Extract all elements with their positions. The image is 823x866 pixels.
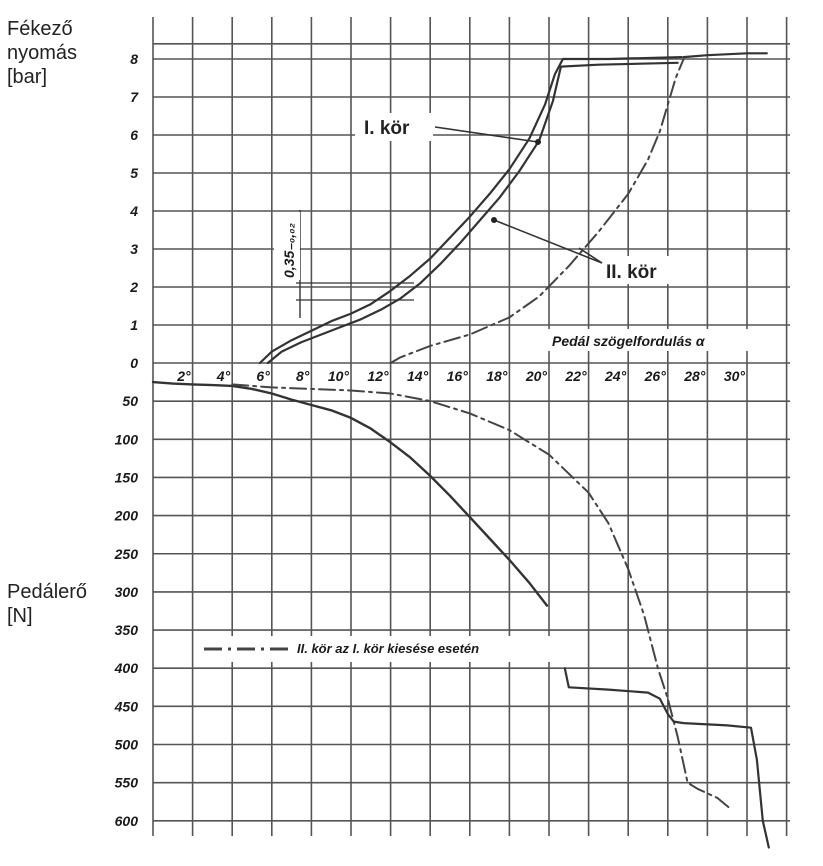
chart-series-line: [682, 52, 768, 59]
label-circuit1: I. kör: [364, 118, 410, 139]
label-circuit2-backdrop: [595, 256, 687, 284]
y-tick-pressure: 5: [130, 165, 138, 181]
label-circuit2: II. kör: [606, 262, 657, 283]
chart-series-line: [258, 55, 683, 365]
tolerance-label-backdrop: [274, 212, 300, 280]
x-tick: 22°: [564, 368, 587, 384]
x-axis-title: Pedál szögelfordulás α: [552, 333, 706, 349]
x-tick: 2°: [176, 368, 191, 384]
chart-series-line: [151, 380, 549, 607]
leader-circuit2-lower: [578, 247, 603, 264]
chart-series-line: [231, 383, 733, 811]
y-tick-force: 600: [115, 813, 139, 829]
chart-annotations: Pedál szögelfordulás α II. kör az I. kör…: [195, 113, 755, 662]
y-axis-title-force-line1: Pedálerő: [7, 581, 88, 603]
y-tick-pressure: 7: [130, 89, 139, 105]
y-tick-pressure: 3: [130, 241, 138, 257]
x-tick: 8°: [296, 368, 310, 384]
x-tick: 16°: [447, 368, 469, 384]
leader-circuit1: [434, 126, 539, 143]
leader-circuit2: [493, 219, 603, 264]
y-tick-force: 300: [115, 584, 139, 600]
x-axis-title-backdrop: [525, 329, 755, 351]
y-tick-force: 500: [115, 737, 139, 753]
legend-label: II. kör az I. kör kiesése esetén: [297, 641, 479, 656]
label-circuit1-backdrop: [355, 113, 433, 141]
y-tick-pressure: 1: [130, 317, 138, 333]
marker-circuit1: [535, 139, 541, 145]
tolerance-label: 0,35₋₀,₀₂: [281, 223, 297, 278]
y-tick-force: 550: [115, 775, 139, 791]
x-tick: 4°: [216, 368, 231, 384]
y-tick-pressure: 4: [129, 203, 138, 219]
y-axis-title-pressure-line1: Fékező: [7, 18, 73, 40]
y-tick-pressure: 8: [130, 51, 138, 67]
y-axis-title-pressure-line2: nyomás: [7, 42, 78, 64]
y-tick-force: 350: [115, 622, 139, 638]
x-tick: 26°: [644, 368, 667, 384]
x-tick: 24°: [604, 368, 627, 384]
y-tick-pressure: 2: [129, 279, 138, 295]
y-axis-title-pressure-line3: [bar]: [7, 66, 48, 88]
x-tick: 10°: [328, 368, 350, 384]
x-tick: 18°: [486, 368, 508, 384]
y-tick-force: 400: [114, 660, 139, 676]
y-tick-force: 100: [115, 431, 139, 447]
x-tick: 6°: [256, 368, 270, 384]
y-tick-force: 50: [122, 393, 138, 409]
chart-curves: [151, 52, 770, 849]
x-tick: 12°: [367, 368, 389, 384]
chart-series-line: [266, 61, 679, 365]
y-axis-title-force: Pedálerő [N]: [7, 580, 87, 628]
x-tick: 30°: [724, 368, 746, 384]
chart-grid: [152, 17, 790, 836]
x-tick: 28°: [683, 368, 706, 384]
x-tick: 14°: [407, 368, 429, 384]
chart-series-line: [563, 667, 770, 849]
x-tick: 20°: [525, 368, 548, 384]
y-tick-force: 200: [114, 508, 139, 524]
legend-backdrop: [195, 636, 560, 662]
y-axis-title-force-line2: [N]: [7, 605, 33, 627]
marker-circuit2: [491, 217, 497, 223]
y-tick-force: 150: [115, 469, 139, 485]
y-axis-title-pressure: Fékező nyomás [bar]: [7, 17, 77, 89]
y-tick-force: 250: [114, 546, 139, 562]
chart-series-line: [389, 58, 685, 364]
y-tick-pressure: 6: [130, 127, 138, 143]
y-tick-force: 450: [114, 698, 139, 714]
y-tick-pressure: 0: [130, 355, 138, 371]
chart-tick-labels: 0 1 2 3 4 5 6 7 8 50 100 150 200 250 300 350 400 450 500 55…: [114, 51, 746, 829]
